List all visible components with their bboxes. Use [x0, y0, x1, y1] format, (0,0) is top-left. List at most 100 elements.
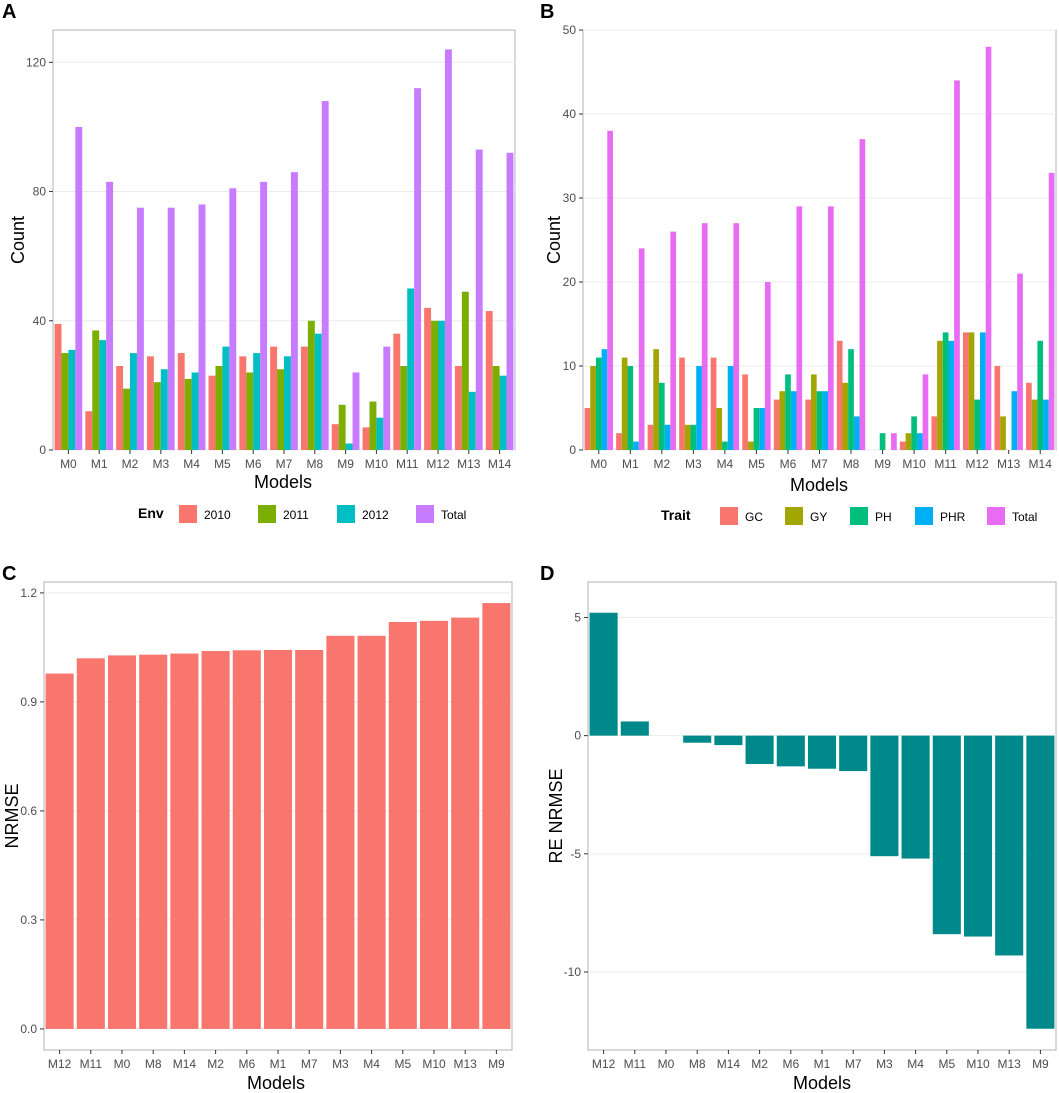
bar-m8-2011 [307, 320, 315, 450]
bar-m9 [1026, 735, 1055, 1029]
bar-m3-2010 [146, 356, 154, 450]
x-tick-label: M6 [780, 457, 797, 471]
x-tick-label: M13 [457, 457, 481, 471]
legend-title: Trait [661, 507, 691, 523]
x-tick-label: M13 [997, 457, 1021, 471]
bar-m2-ph [658, 382, 665, 450]
y-tick-label: 40 [563, 107, 577, 121]
bar-m8-2010 [300, 346, 308, 450]
bar-m8 [683, 735, 712, 743]
bar-m2-total [670, 231, 677, 450]
bar-m6-2012 [253, 353, 261, 450]
bar-m6-total [260, 181, 268, 450]
x-tick-label: M9 [488, 1057, 505, 1071]
legend-swatch [987, 507, 1005, 525]
x-tick-label: M9 [874, 457, 891, 471]
x-tick-label: M7 [276, 457, 293, 471]
bar-m6 [232, 650, 261, 1029]
bar-m7-total [290, 172, 298, 450]
bar-m9-ph [879, 433, 886, 450]
x-tick-label: M5 [938, 1057, 955, 1071]
x-tick-label: M11 [624, 1057, 647, 1071]
x-tick-label: M10 [902, 457, 926, 471]
panel-label: C [2, 563, 16, 585]
legend-label: GY [810, 510, 827, 524]
bar-m9-2011 [338, 404, 346, 450]
bar-m3-2012 [160, 369, 168, 450]
bar-m11-2010 [393, 333, 401, 450]
panel-label: B [540, 1, 554, 23]
bar-m14-gc [1026, 382, 1032, 450]
legend-item-2011: 2011 [258, 505, 309, 523]
bar-m5-2011 [215, 366, 223, 450]
bar-m10-2012 [376, 417, 384, 450]
bar-m9-2012 [345, 443, 353, 450]
x-tick-label: M14 [1029, 457, 1053, 471]
panel-c: C 0.0 0.3 0.6 0.9 1.2 M12 M11 M0 M8 M14 M2 M6 M1 M7 M3 M… [2, 563, 513, 1093]
bar-m11 [76, 658, 105, 1029]
bar-m3-total [167, 207, 175, 450]
x-tick-label: M1 [622, 457, 639, 471]
bar-m14-total [506, 152, 514, 450]
x-tick-label: M3 [332, 1057, 349, 1071]
y-tick-label: 0 [569, 443, 576, 457]
bar-m9-total [891, 433, 897, 450]
y-tick-label: 0.9 [20, 695, 37, 709]
bar-m3 [326, 635, 355, 1029]
bar-m4-2010 [177, 353, 185, 450]
panel-label: A [2, 1, 16, 23]
bar-m4-2012 [191, 372, 199, 450]
x-tick-label: M0 [60, 457, 77, 471]
bar-m1-ph [627, 366, 634, 450]
bar-m13-gc [994, 366, 1001, 450]
x-tick-label: M12 [965, 457, 989, 471]
bar-m3-2011 [153, 382, 161, 450]
bar-m12 [45, 673, 74, 1029]
x-tick-label: M3 [152, 457, 169, 471]
bar-m14 [170, 653, 199, 1029]
legend-swatch [179, 505, 197, 523]
bar-m5-gc [742, 374, 748, 450]
y-tick-label: 0 [39, 443, 46, 457]
bar-m3 [870, 735, 899, 857]
bar-m5-2010 [208, 375, 216, 450]
y-tick-label: 40 [33, 314, 47, 328]
legend-label: GC [745, 510, 763, 524]
legend-item-ph: PH [850, 507, 892, 525]
x-tick-label: M6 [782, 1057, 799, 1071]
x-tick-label: M10 [365, 457, 389, 471]
bar-m13-2011 [461, 291, 469, 450]
bar-m5-total [229, 188, 237, 451]
bar-m12-2012 [438, 320, 445, 450]
bar-m1 [807, 735, 837, 769]
bar-m4 [901, 735, 930, 859]
bar-m10 [963, 735, 993, 937]
bar-m12-phr [980, 332, 986, 450]
x-tick-label: M10 [422, 1057, 446, 1071]
legend-swatch [720, 507, 738, 525]
legend: Trait GC GY PH PHR Total [661, 507, 1037, 525]
bar-m12-ph [974, 399, 981, 450]
y-axis-title: Count [8, 216, 28, 264]
bar-m8 [139, 654, 168, 1029]
bar-m2 [201, 651, 230, 1029]
bar-m10-2010 [362, 427, 370, 450]
bar-m2 [745, 735, 774, 764]
bar-m10-phr [916, 433, 923, 450]
x-tick-label: M12 [426, 457, 450, 471]
y-tick-label: 20 [563, 275, 577, 289]
bar-m4 [357, 635, 386, 1029]
bar-m7-2012 [284, 356, 291, 450]
bar-m0-total [75, 126, 83, 450]
x-tick-label: M11 [934, 457, 957, 471]
legend-label: PHR [940, 510, 966, 524]
bar-m7-gc [805, 399, 811, 450]
bar-m13 [451, 617, 480, 1029]
bar-m0-2012 [68, 349, 76, 450]
x-tick-label: M10 [966, 1057, 990, 1071]
bar-m6-total [796, 206, 803, 450]
y-tick-label: 0.6 [20, 804, 37, 818]
bar-m14-2011 [492, 366, 500, 450]
x-tick-label: M12 [592, 1057, 616, 1071]
bar-m3-total [701, 223, 708, 450]
